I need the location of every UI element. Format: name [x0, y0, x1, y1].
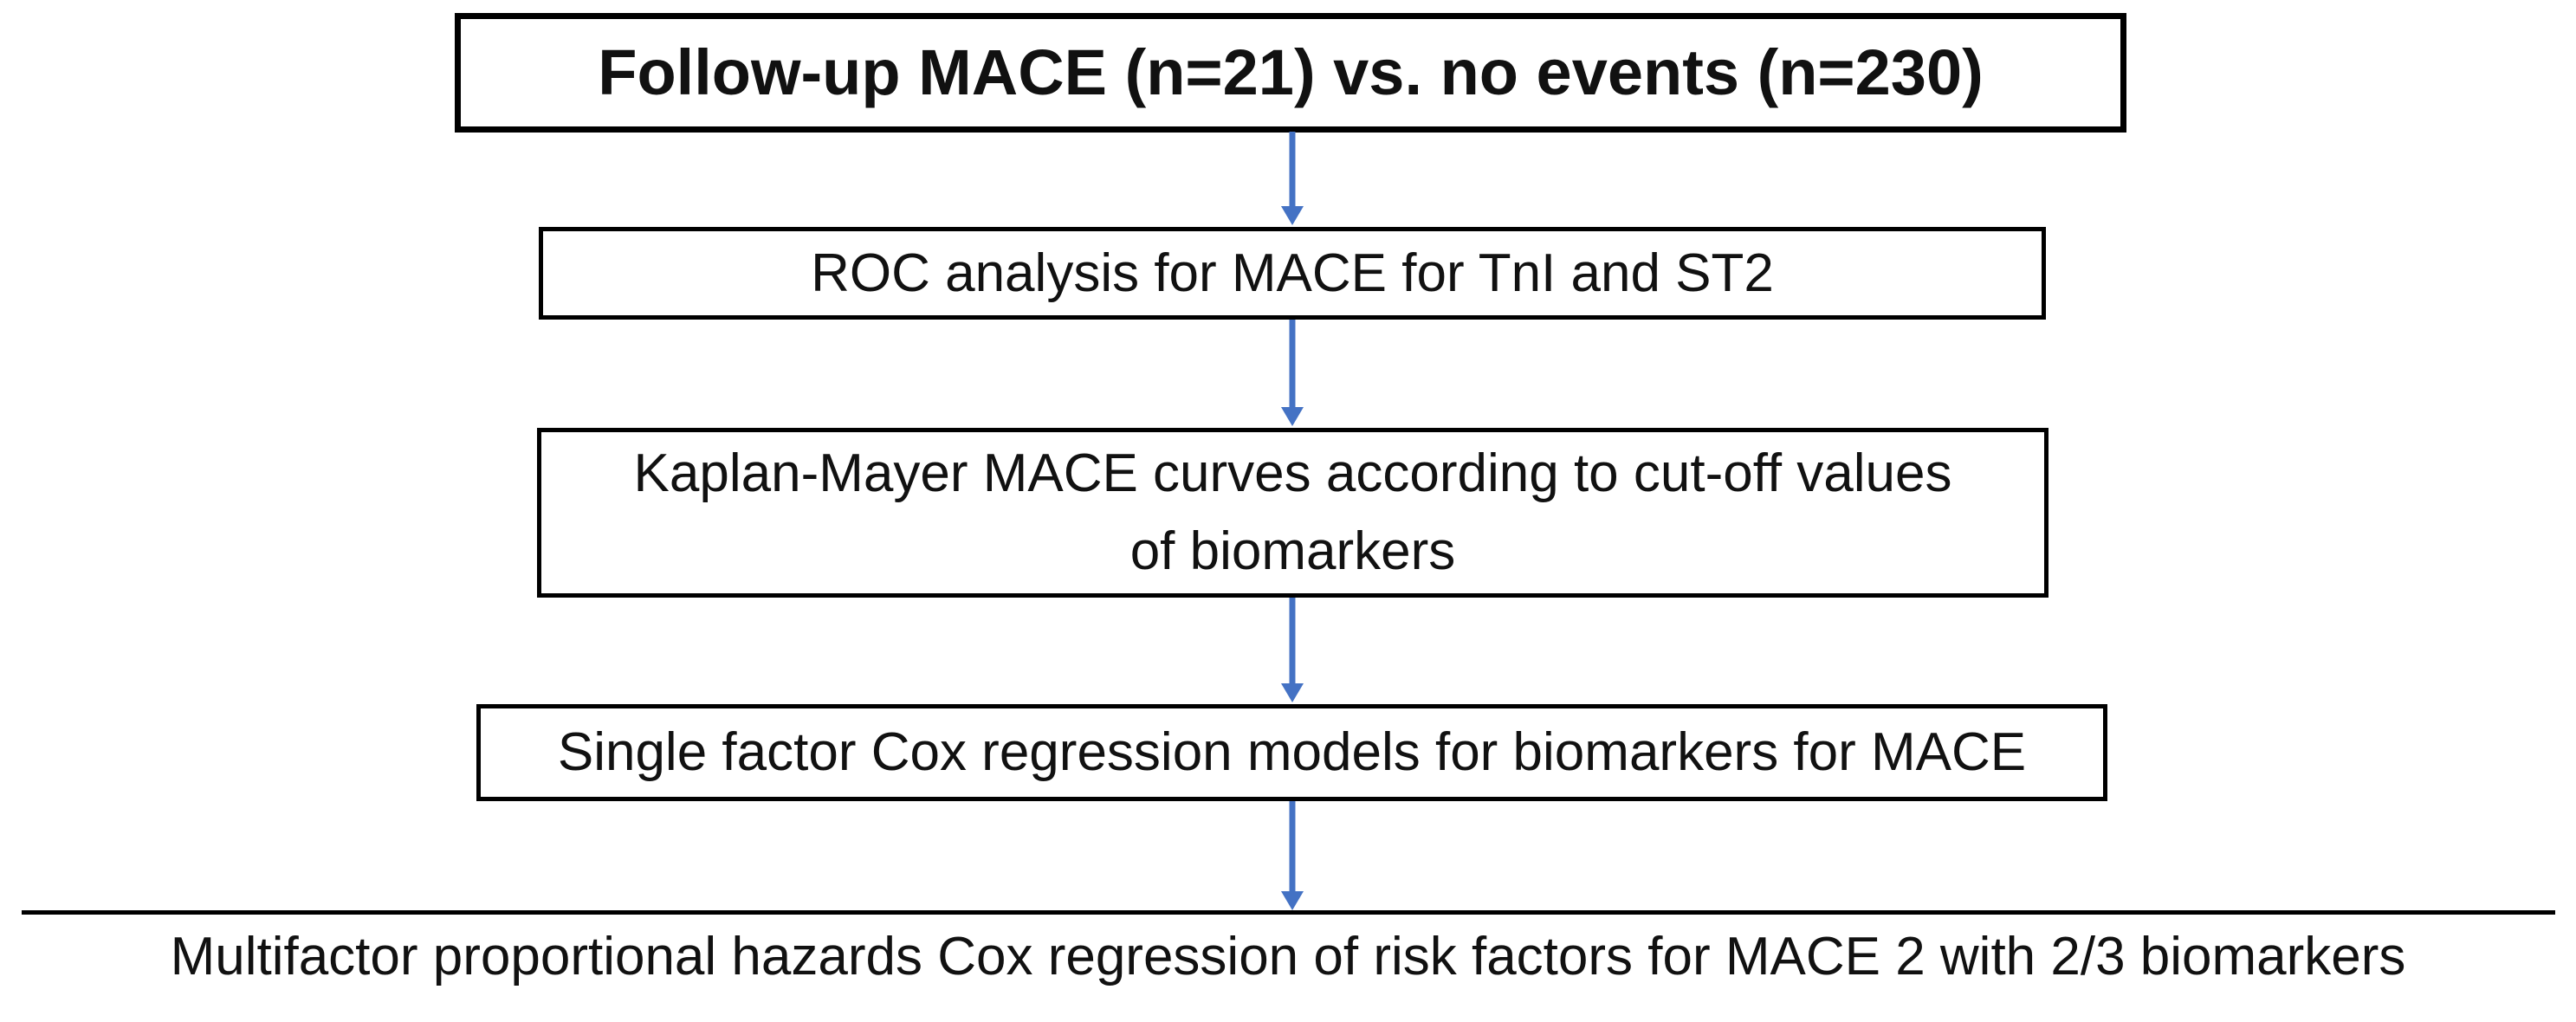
- flow-node-label: Follow-up MACE (n=21) vs. no events (n=2…: [598, 36, 1984, 109]
- flow-node-label-line1: Kaplan-Mayer MACE curves according to cu…: [633, 443, 1952, 504]
- flow-node-cox-single: Single factor Cox regression models for …: [476, 704, 2107, 801]
- down-arrow-icon: [1281, 320, 1304, 426]
- down-arrow-icon: [1281, 598, 1304, 702]
- down-arrow-icon: [1281, 132, 1304, 225]
- flow-node-followup-mace: Follow-up MACE (n=21) vs. no events (n=2…: [455, 13, 2126, 133]
- flow-terminal-multifactor-cox: Multifactor proportional hazards Cox reg…: [170, 927, 2406, 986]
- flow-node-label: Single factor Cox regression models for …: [557, 722, 2027, 783]
- flow-node-label-line2: of biomarkers: [1129, 521, 1456, 581]
- divider-line: [22, 910, 2555, 915]
- flow-node-label: ROC analysis for MACE for TnI and ST2: [811, 243, 1774, 303]
- flow-node-kaplan-mayer: Kaplan-Mayer MACE curves according to cu…: [537, 428, 2049, 598]
- down-arrow-icon: [1281, 801, 1304, 910]
- flow-node-roc-analysis: ROC analysis for MACE for TnI and ST2: [539, 227, 2046, 320]
